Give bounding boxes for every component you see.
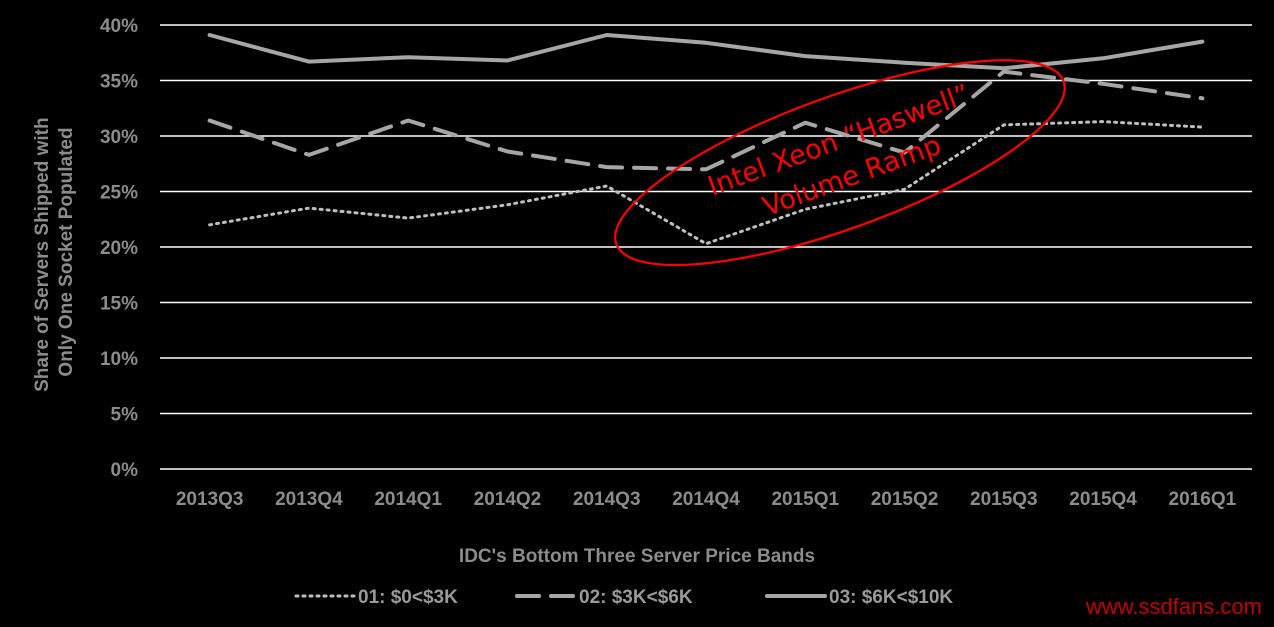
y-axis-title: Share of Servers Shipped with Only One S…	[32, 112, 77, 392]
annotation-text: Intel Xeon “Haswell”Volume Ramp	[704, 79, 987, 238]
y-tick-label: 30%	[100, 127, 138, 148]
y-tick-label: 15%	[100, 294, 138, 315]
series-line-3	[207, 33, 1205, 71]
y-tick-label: 10%	[100, 349, 138, 370]
series-line-2	[207, 69, 1205, 172]
series-line-1	[208, 120, 1204, 246]
series-lines	[207, 33, 1205, 246]
legend: 01: $0<$3K 02: $3K<$6K 03: $6K<$10K	[294, 587, 953, 608]
x-tick-label: 2015Q1	[771, 489, 839, 510]
x-tick-label: 2015Q2	[871, 489, 939, 510]
x-axis-ticks: 2013Q3 2013Q4 2014Q1 2014Q2 2014Q3 2014Q4 2015…	[176, 489, 1237, 510]
y-tick-label: 35%	[100, 72, 138, 93]
y-tick-label: 5%	[111, 405, 139, 426]
x-tick-label: 2015Q3	[970, 489, 1038, 510]
y-tick-label: 20%	[100, 238, 138, 259]
x-tick-label: 2016Q1	[1169, 489, 1237, 510]
annotation: Intel Xeon “Haswell”Volume Ramp	[614, 59, 1066, 267]
x-tick-label: 2014Q1	[374, 489, 442, 510]
x-tick-label: 2014Q2	[474, 489, 542, 510]
x-tick-label: 2014Q4	[672, 489, 740, 510]
y-axis-ticks: 0% 5% 10% 15% 20% 25% 30% 35% 40%	[100, 16, 138, 481]
grid	[160, 24, 1252, 470]
legend-label: 01: $0<$3K	[358, 587, 458, 608]
y-axis-title-line-1: Share of Servers Shipped with	[32, 117, 53, 392]
y-tick-label: 25%	[100, 183, 138, 204]
x-tick-label: 2013Q3	[176, 489, 244, 510]
y-tick-label: 40%	[100, 16, 138, 37]
y-axis-title-line-2: Only One Socket Populated	[56, 127, 77, 376]
legend-label: 03: $6K<$10K	[829, 587, 953, 608]
watermark: www.ssdfans.com	[1085, 594, 1262, 619]
x-axis-title: IDC's Bottom Three Server Price Bands	[459, 546, 815, 567]
legend-label: 02: $3K<$6K	[579, 587, 693, 608]
x-tick-label: 2015Q4	[1069, 489, 1137, 510]
x-tick-label: 2014Q3	[573, 489, 641, 510]
annotation-ellipse	[614, 59, 1066, 267]
x-tick-label: 2013Q4	[275, 489, 343, 510]
y-tick-label: 0%	[111, 460, 139, 481]
